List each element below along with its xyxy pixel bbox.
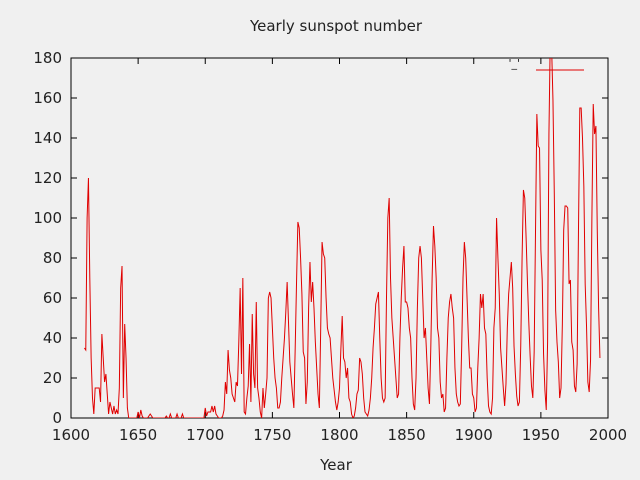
y-tick-label: 120 — [33, 169, 62, 187]
y-tick-label: 80 — [43, 249, 62, 267]
x-tick-label: 1650 — [119, 426, 157, 444]
legend-label: '_' — [508, 57, 520, 70]
y-tick-label: 180 — [33, 49, 62, 67]
y-tick-label: 140 — [33, 129, 62, 147]
chart-title: Yearly sunspot number — [249, 17, 423, 35]
x-tick-label: 1850 — [388, 426, 426, 444]
y-tick-label: 60 — [43, 289, 62, 307]
x-tick-label: 1950 — [522, 426, 560, 444]
y-tick-label: 160 — [33, 89, 62, 107]
y-tick-label: 20 — [43, 369, 62, 387]
y-axis: 0 20 40 60 80 100 120 140 160 180 — [33, 49, 608, 427]
x-tick-label: 1750 — [253, 426, 291, 444]
x-tick-label: 1900 — [455, 426, 493, 444]
x-tick-label: 1700 — [186, 426, 224, 444]
x-tick-label: 1800 — [320, 426, 358, 444]
plot-area — [70, 57, 609, 419]
x-tick-label: 1600 — [52, 426, 90, 444]
x-axis: 1600 1650 1700 1750 1800 1850 1900 1950 2000 — [52, 58, 627, 444]
legend: '_' — [508, 57, 584, 71]
y-tick-label: 0 — [52, 409, 62, 427]
sunspot-series-line — [84, 58, 601, 418]
y-tick-label: 100 — [33, 209, 62, 227]
y-tick-label: 40 — [43, 329, 62, 347]
x-axis-label: Year — [319, 456, 353, 474]
x-tick-label: 2000 — [589, 426, 627, 444]
